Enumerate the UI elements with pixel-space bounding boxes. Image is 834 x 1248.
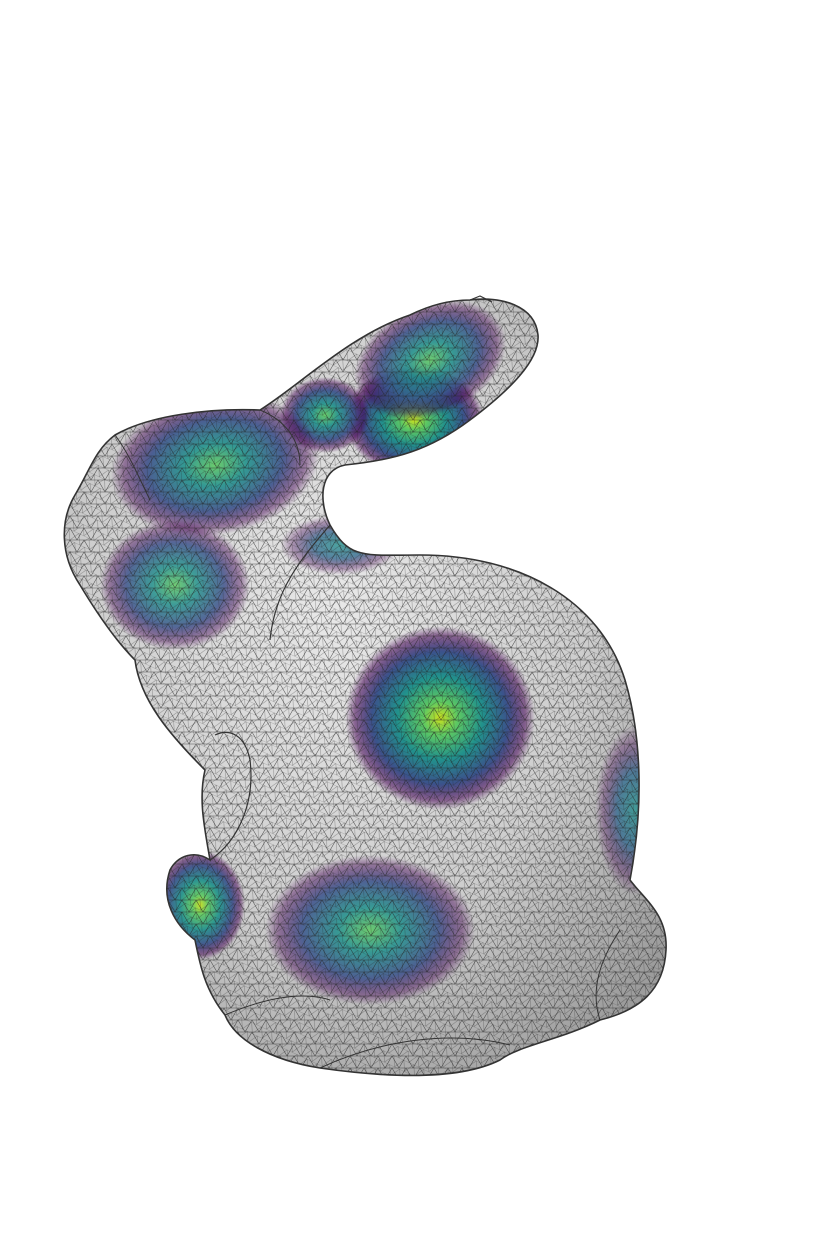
- mesh-contours: [63, 295, 667, 1077]
